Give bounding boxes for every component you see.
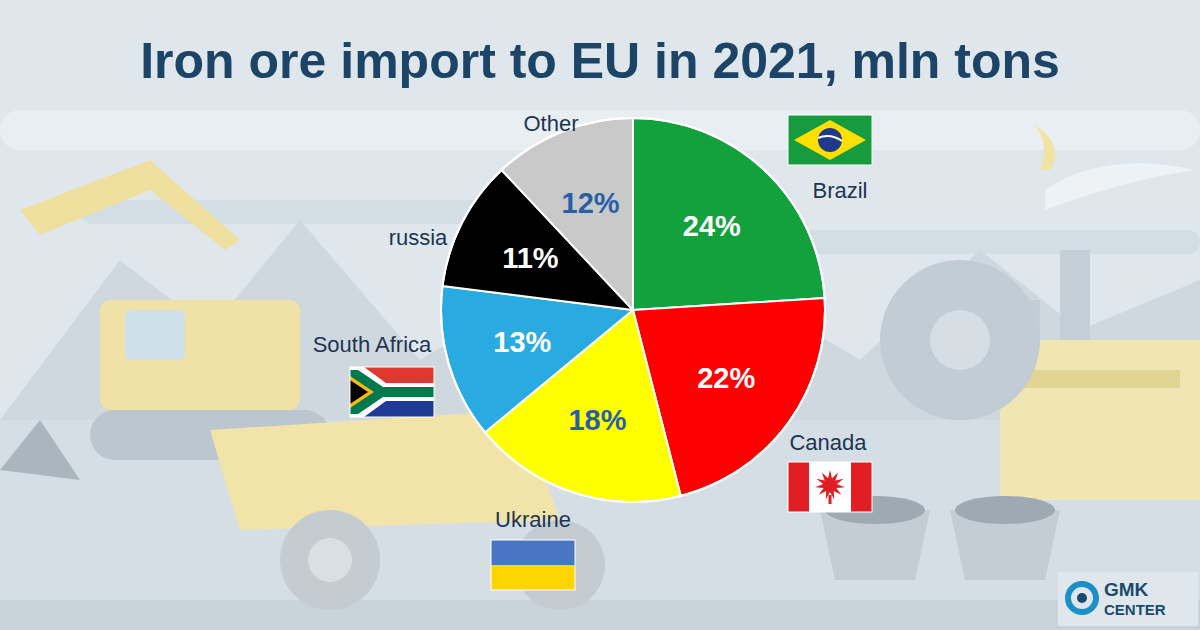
flag-top: [491, 540, 575, 565]
flag-border: [350, 367, 434, 417]
flag-leaf: [815, 470, 845, 499]
flag-triangle: [350, 380, 368, 404]
flag-stem: [829, 495, 832, 504]
flag-bar: [788, 462, 809, 512]
logo-ground: [1058, 572, 1198, 626]
logo-dot: [1077, 593, 1087, 603]
flag-diamond: [794, 120, 866, 160]
labels: 24% Brazil 22% Canada 18% Ukraine 13% South Afr…: [313, 111, 868, 532]
wheel-hub: [930, 310, 990, 370]
category-label: Other: [523, 111, 578, 136]
flag-globe: [818, 128, 842, 152]
background: [0, 0, 1200, 630]
flag-field: [788, 115, 872, 165]
flag: [788, 115, 872, 165]
ore-pile: [0, 420, 80, 480]
data-label: 18%: [568, 404, 626, 436]
logo-ring: [1068, 584, 1096, 612]
flag-frame: [350, 367, 434, 417]
data-label: 12%: [562, 187, 620, 219]
flag-frame: [491, 540, 575, 590]
category-label: Ukraine: [495, 507, 571, 532]
ground: [0, 600, 1200, 630]
pie-outline: [441, 118, 825, 502]
flag-band: [818, 136, 842, 141]
truck-wheel: [280, 510, 380, 610]
flag: [788, 462, 872, 512]
haze: [80, 200, 500, 224]
background-fill: [0, 0, 1200, 630]
flag-frame: [788, 462, 872, 512]
flame: [1035, 125, 1055, 170]
data-label: 22%: [697, 362, 755, 394]
flag-frame: [788, 115, 872, 165]
logo-text: GMK: [1104, 579, 1149, 600]
excavator-window: [125, 310, 185, 360]
truck-hub: [308, 538, 352, 582]
data-label: 13%: [493, 326, 551, 358]
building-stripe: [1020, 370, 1180, 388]
flag-bottom: [491, 565, 575, 590]
flag-gold: [350, 376, 374, 408]
cart-ore: [955, 496, 1055, 524]
flag: [350, 367, 434, 417]
logo-text: CENTER: [1104, 601, 1166, 618]
category-label: South Africa: [313, 332, 432, 357]
category-label: Brazil: [812, 178, 867, 203]
flag-field: [788, 462, 872, 512]
wheel: [880, 260, 1040, 420]
data-label: 11%: [502, 242, 559, 274]
flag-y: [350, 370, 434, 414]
flag-bar: [851, 462, 872, 512]
logo: GMKCENTER: [1058, 572, 1198, 626]
title: Iron ore import to EU in 2021, mln tons: [140, 33, 1060, 89]
excavator-body: [100, 300, 300, 410]
category-label: Canada: [789, 430, 867, 455]
chart-root: Iron ore import to EU in 2021, mln tons 2…: [0, 0, 1200, 630]
smoke: [1045, 163, 1195, 210]
excavator-arm: [20, 160, 240, 250]
flag: [491, 540, 575, 590]
pie-slice: [502, 118, 633, 310]
category-label: russia: [389, 225, 448, 250]
data-label: 24%: [683, 210, 741, 242]
pie: [441, 118, 825, 502]
